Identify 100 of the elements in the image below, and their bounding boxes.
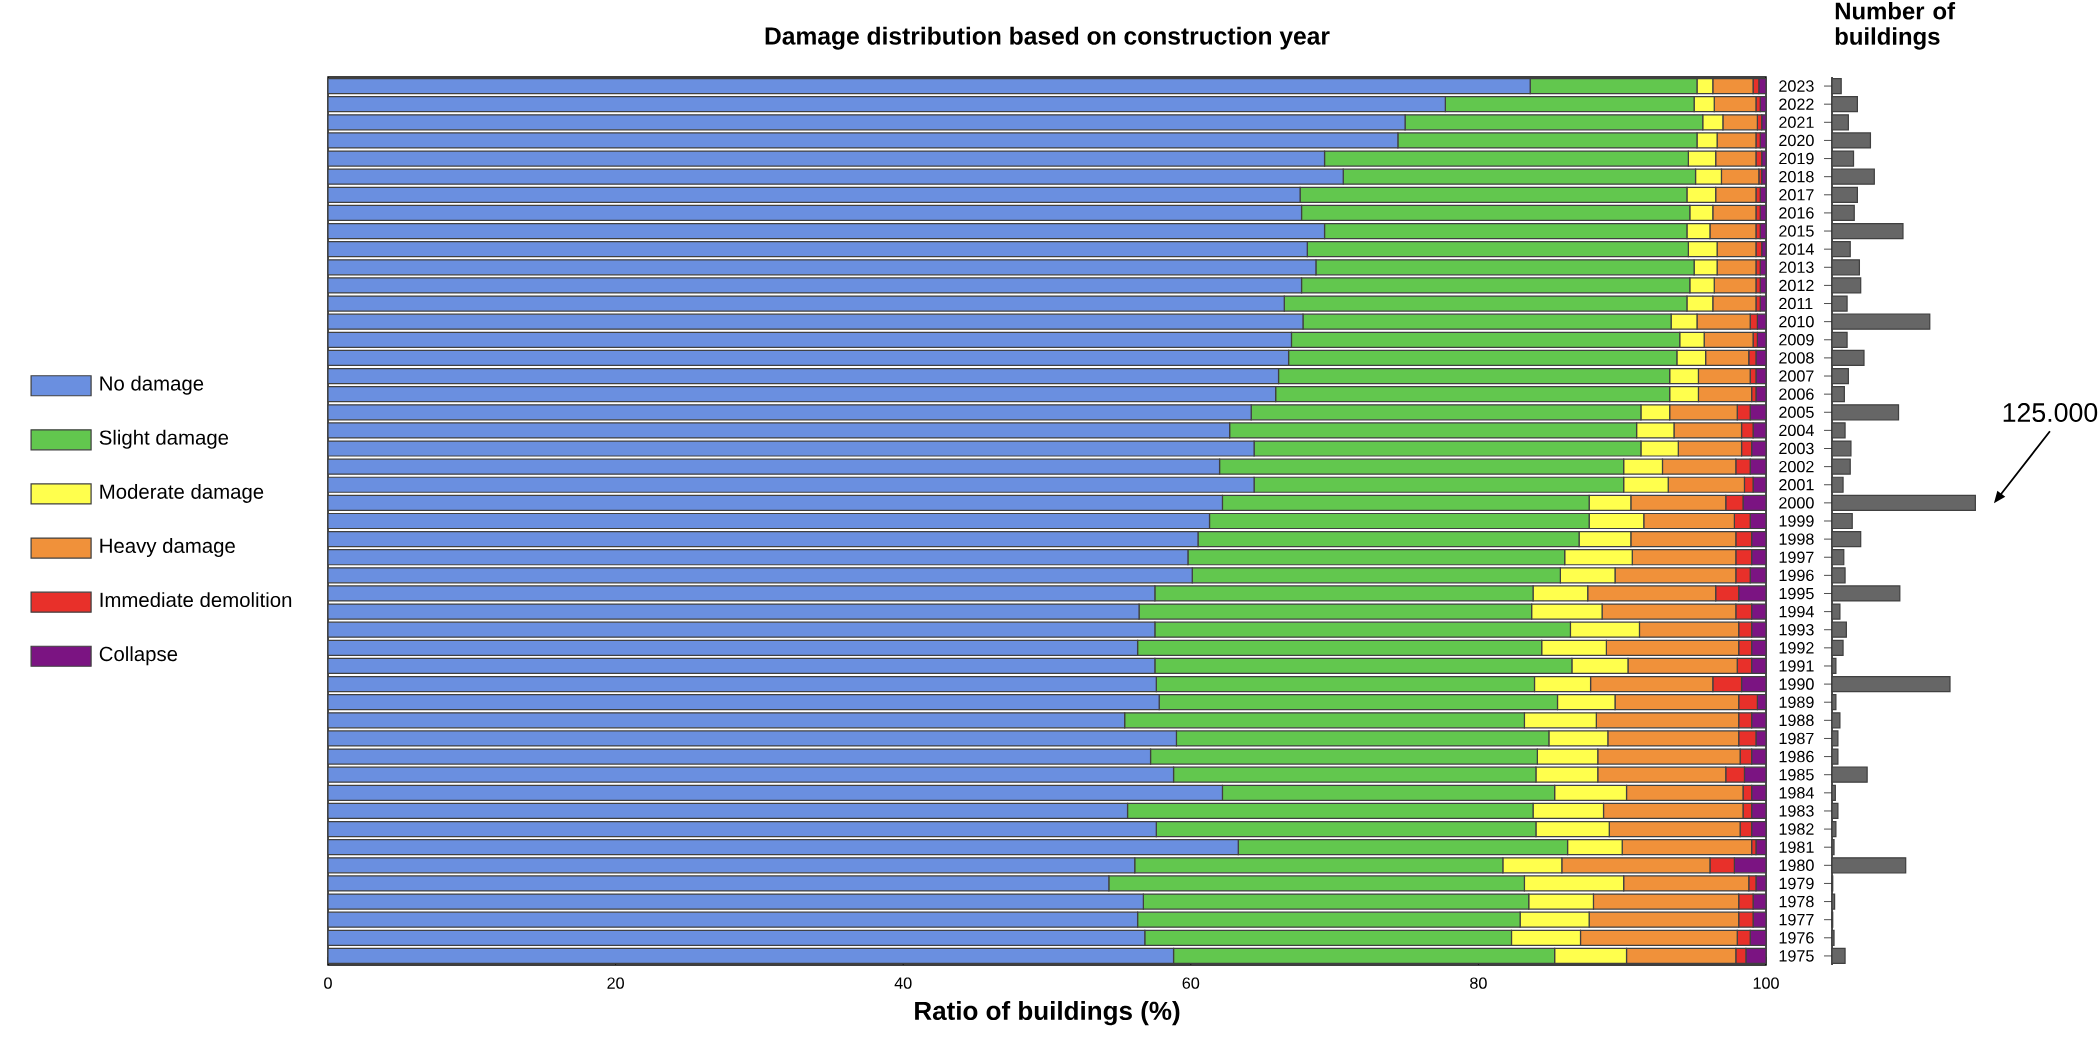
y-tick-label: 2003	[1779, 442, 1814, 455]
y-tick-label: 2011	[1779, 297, 1813, 310]
y-tick-label: 1976	[1779, 932, 1814, 944]
y-tick-label: 2015	[1779, 225, 1814, 237]
y-tick-label: 2004	[1779, 424, 1814, 437]
y-tick-label: 2000	[1779, 497, 1814, 509]
y-tick-label: 1994	[1779, 605, 1814, 618]
y-tick-label: 1988	[1779, 714, 1814, 727]
bar	[1831, 313, 1931, 330]
y-tick-label: 1984	[1779, 787, 1814, 799]
y-tick-label: 1987	[1779, 732, 1814, 745]
bar	[1761, 168, 1767, 185]
y-tick-label: 1993	[1779, 624, 1814, 636]
y-tick-label: 2018	[1779, 170, 1814, 183]
bar	[1831, 802, 1839, 820]
y-tick-label: 2010	[1779, 315, 1814, 328]
x-tick-label: 80	[1470, 977, 1487, 989]
text: 125.000	[2003, 403, 2098, 423]
bar	[1831, 549, 1845, 566]
x-axis-title: Ratio of buildings (%)	[915, 1000, 1180, 1026]
y-tick-label: 1977	[1779, 913, 1814, 926]
y-tick-label: 1990	[1779, 678, 1814, 690]
y-tick-label: 2001	[1779, 479, 1814, 491]
y-tick-label: 2005	[1779, 406, 1814, 418]
y-tick-label: 1975	[1779, 950, 1814, 962]
y-tick-label: 2006	[1779, 388, 1814, 400]
y-tick-label: 2007	[1779, 370, 1814, 382]
bar	[1831, 96, 1858, 113]
bar	[1831, 186, 1858, 203]
bar	[1831, 712, 1841, 729]
bar	[1831, 367, 1849, 385]
y-tick-label: 1986	[1779, 750, 1814, 763]
x-tick-label: 60	[1182, 977, 1200, 989]
y-tick-label: 1991	[1779, 660, 1814, 672]
y-tick-label: 2009	[1779, 334, 1814, 346]
bar	[1831, 675, 1951, 693]
chart-title: Number of buildings	[1835, 2, 1956, 50]
bar	[1831, 657, 1837, 675]
bar	[1831, 349, 1865, 367]
y-tick-label: 2014	[1779, 243, 1814, 255]
x-tick-label: 100	[1753, 977, 1779, 989]
legend-label: Collapse	[99, 646, 178, 666]
bar	[1831, 404, 1900, 421]
bar	[1831, 820, 1837, 838]
bar	[1831, 222, 1904, 240]
bar	[1831, 331, 1848, 348]
bar	[1831, 386, 1845, 403]
bar	[1831, 929, 1835, 946]
bar	[1831, 512, 1853, 530]
y-tick-label: 1992	[1779, 642, 1814, 654]
y-tick-label: 2013	[1779, 261, 1814, 274]
y-tick-label: 1999	[1779, 515, 1814, 527]
bar	[1831, 241, 1851, 258]
y-tick-label: 2020	[1779, 134, 1814, 147]
y-tick-label: 1998	[1779, 533, 1814, 545]
bar	[1831, 621, 1847, 638]
bar	[1831, 784, 1836, 801]
y-tick-label: 2012	[1779, 279, 1814, 292]
y-tick-label: 2008	[1779, 352, 1814, 364]
bar	[1831, 476, 1844, 493]
y-tick-label: 1997	[1779, 551, 1814, 563]
bar	[1831, 494, 1976, 511]
bar	[1831, 857, 1907, 874]
y-tick-label: 2022	[1779, 98, 1814, 110]
y-tick-label: 2016	[1779, 207, 1814, 219]
y-tick-label: 2023	[1779, 80, 1814, 92]
y-tick-label: 1995	[1779, 587, 1814, 600]
legend-label: Slight damage	[99, 429, 229, 449]
y-tick-label: 2019	[1779, 152, 1814, 165]
bar	[1831, 77, 1842, 95]
bar	[1761, 241, 1767, 258]
bar	[1831, 766, 1868, 783]
y-tick-label: 1981	[1779, 841, 1814, 853]
bar	[1831, 694, 1837, 711]
bar	[1756, 331, 1767, 348]
legend-label: No damage	[100, 375, 204, 395]
bar	[1831, 114, 1849, 131]
bar	[1831, 168, 1875, 185]
y-tick-label: 1985	[1779, 768, 1814, 781]
bar	[1761, 114, 1767, 131]
legend-label: Moderate damage	[100, 483, 264, 503]
chart-title: Damage distribution based on construction year	[765, 26, 1330, 50]
bar	[1831, 204, 1855, 222]
y-tick-label: 2017	[1779, 189, 1814, 201]
y-tick-label: 2002	[1779, 460, 1814, 473]
x-tick-label: 0	[324, 977, 332, 989]
y-tick-label: 2021	[1779, 116, 1814, 129]
legend-label: Heavy damage	[100, 538, 235, 558]
bar	[1831, 531, 1862, 548]
bar	[1831, 259, 1861, 276]
y-tick-label: 1979	[1779, 877, 1814, 890]
bar	[1831, 639, 1844, 656]
bar	[1758, 77, 1767, 95]
x-tick-label: 20	[607, 977, 624, 989]
y-tick-label: 1989	[1779, 696, 1814, 708]
y-tick-label: 1982	[1779, 823, 1814, 835]
bar	[1831, 839, 1835, 856]
y-tick-label: 1978	[1779, 895, 1814, 908]
x-tick-label: 40	[894, 977, 912, 989]
y-tick-label: 1980	[1779, 859, 1814, 872]
